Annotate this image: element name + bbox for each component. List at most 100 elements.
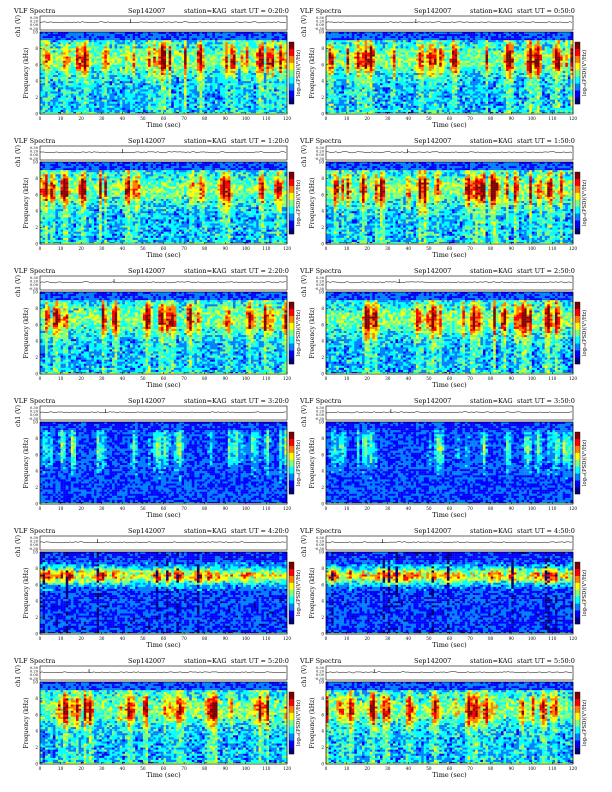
heatmap-cell xyxy=(66,38,69,40)
heatmap-cell xyxy=(71,61,74,63)
heatmap-cell xyxy=(45,83,48,85)
heatmap-cell xyxy=(45,81,48,83)
heatmap-cell xyxy=(48,57,51,59)
heatmap-cell xyxy=(63,102,66,104)
heatmap-cell xyxy=(61,73,64,75)
heatmap-cell xyxy=(81,75,84,77)
heatmap-cell xyxy=(55,73,58,75)
heatmap-cell xyxy=(45,89,48,91)
heatmap-cell xyxy=(73,46,76,48)
heatmap-cell xyxy=(61,65,64,67)
heatmap-cell xyxy=(79,36,82,38)
heatmap-cell xyxy=(71,85,74,87)
heatmap-cell xyxy=(76,34,79,36)
heatmap-cell xyxy=(76,91,79,93)
heatmap-cell xyxy=(73,44,76,46)
heatmap-cell xyxy=(58,85,61,87)
heatmap-cell xyxy=(58,81,61,83)
heatmap-cell xyxy=(43,89,46,91)
heatmap-cell xyxy=(79,44,82,46)
heatmap-cell xyxy=(79,65,82,67)
heatmap-cell xyxy=(71,104,74,106)
heatmap-cell xyxy=(76,83,79,85)
heatmap-cell xyxy=(76,61,79,63)
heatmap-cell xyxy=(61,46,64,48)
heatmap-cell xyxy=(76,94,79,96)
heatmap-cell xyxy=(79,104,82,106)
heatmap-cell xyxy=(40,44,43,46)
heatmap-cell xyxy=(79,57,82,59)
heatmap-cell xyxy=(68,85,71,87)
heatmap-cell xyxy=(58,75,61,77)
heatmap-cell xyxy=(53,91,56,93)
heatmap-cell xyxy=(53,85,56,87)
heatmap-cell xyxy=(43,55,46,57)
heatmap-cell xyxy=(43,77,46,79)
heatmap-cell xyxy=(53,55,56,57)
heatmap-cell xyxy=(66,100,69,102)
heatmap-cell xyxy=(50,79,53,81)
heatmap-cell xyxy=(76,42,79,44)
heatmap-cell xyxy=(55,102,58,104)
heatmap-cell xyxy=(50,65,53,67)
heatmap-cell xyxy=(63,42,66,44)
heatmap-cell xyxy=(50,85,53,87)
heatmap-cell xyxy=(79,50,82,52)
heatmap-cell xyxy=(61,38,64,40)
heatmap-cell xyxy=(61,75,64,77)
heatmap-cell xyxy=(40,61,43,63)
heatmap-cell xyxy=(45,98,48,100)
heatmap-cell xyxy=(48,110,51,112)
heatmap-cell xyxy=(76,81,79,83)
heatmap-cell xyxy=(61,34,64,36)
heatmap-cell xyxy=(61,79,64,81)
heatmap-cell xyxy=(50,40,53,42)
heatmap-cell xyxy=(81,53,84,55)
heatmap-cell xyxy=(76,108,79,110)
heatmap-cell xyxy=(71,98,74,100)
heatmap-cell xyxy=(71,96,74,98)
heatmap-cell xyxy=(45,48,48,50)
heatmap-cell xyxy=(55,34,58,36)
heatmap-cell xyxy=(76,102,79,104)
heatmap-cell xyxy=(48,102,51,104)
heatmap-cell xyxy=(73,34,76,36)
heatmap-cell xyxy=(81,55,84,57)
heatmap-cell xyxy=(50,83,53,85)
heatmap-cell xyxy=(45,79,48,81)
heatmap-cell xyxy=(71,110,74,112)
heatmap-cell xyxy=(45,102,48,104)
heatmap-cell xyxy=(53,42,56,44)
heatmap-cell xyxy=(76,55,79,57)
heatmap-cell xyxy=(63,73,66,75)
heatmap-cell xyxy=(48,67,51,69)
heatmap-cell xyxy=(43,61,46,63)
heatmap-cell xyxy=(73,89,76,91)
heatmap-cell xyxy=(79,63,82,65)
heatmap-cell xyxy=(45,40,48,42)
heatmap-cell xyxy=(53,98,56,100)
heatmap-cell xyxy=(45,38,48,40)
heatmap-cell xyxy=(71,73,74,75)
heatmap-cell xyxy=(53,94,56,96)
heatmap-cell xyxy=(43,91,46,93)
heatmap-cell xyxy=(55,57,58,59)
heatmap-cell xyxy=(61,71,64,73)
heatmap-cell xyxy=(63,87,66,89)
heatmap-cell xyxy=(79,102,82,104)
heatmap-cell xyxy=(63,50,66,52)
heatmap-cell xyxy=(61,94,64,96)
heatmap-cell xyxy=(71,57,74,59)
heatmap-cell xyxy=(50,98,53,100)
heatmap-cell xyxy=(76,65,79,67)
heatmap-cell xyxy=(50,36,53,38)
heatmap-cell xyxy=(43,57,46,59)
heatmap-cell xyxy=(43,69,46,71)
heatmap-cell xyxy=(58,67,61,69)
heatmap-cell xyxy=(50,77,53,79)
heatmap-cell xyxy=(71,46,74,48)
heatmap-cell xyxy=(43,79,46,81)
spectrogram-panel-1: VLF Spectra Sep142007 station=KAG start UT … xyxy=(13,7,302,129)
heatmap-cell xyxy=(53,110,56,112)
heatmap-cell xyxy=(79,59,82,61)
